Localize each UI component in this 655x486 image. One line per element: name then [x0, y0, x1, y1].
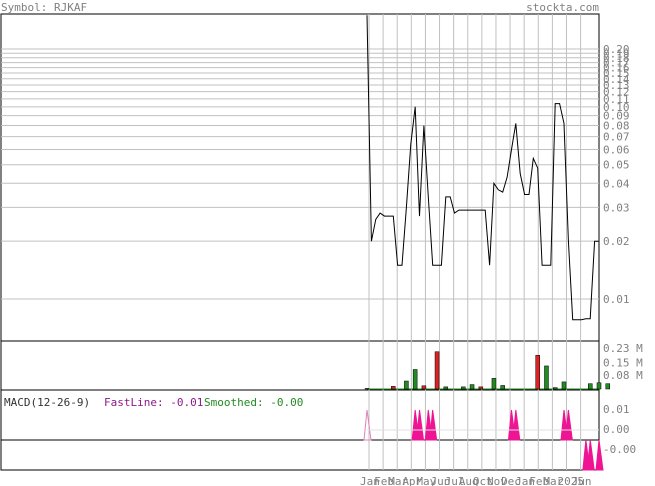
volume-bar: [552, 387, 558, 390]
site-label: stockta.com: [526, 1, 599, 14]
price-tick-label: 0.10: [603, 101, 630, 114]
x-tick-label: Dec: [501, 475, 521, 486]
price-tick-label: 0.12: [603, 86, 630, 99]
price-tick-label: 0.01: [603, 293, 630, 306]
volume-bar: [404, 380, 409, 390]
price-series: [366, 15, 599, 321]
price-tick-label: 0.16: [603, 62, 630, 75]
macd-hist-spike: [363, 409, 372, 441]
price-tick-label: 0.03: [603, 201, 630, 214]
volume-axis: 0.23 M0.15 M0.08 M: [603, 342, 643, 382]
price-line: [366, 15, 599, 321]
macd-hist-spike: [429, 409, 438, 441]
volume-tick-label: 0.23 M: [603, 342, 643, 355]
volume-bar: [443, 386, 449, 390]
volume-bars: [364, 351, 611, 390]
price-tick-label: 0.11: [603, 93, 630, 106]
price-tick-label: 0.20: [603, 43, 630, 56]
macd-hist-spike: [512, 409, 521, 441]
x-tick-label: Jun: [431, 475, 451, 486]
x-tick-label: Mar: [543, 475, 563, 486]
x-axis: JanFebMarAprMayJunJulAugOctNovDecJanFebM…: [360, 475, 591, 486]
volume-bar: [587, 383, 593, 390]
x-tick-label: Feb: [529, 475, 549, 486]
price-tick-label: 0.07: [603, 131, 630, 144]
macd-hist-spike: [564, 409, 573, 441]
x-tick-label: Feb: [374, 475, 394, 486]
macd-hist-spike: [595, 439, 604, 471]
price-tick-label: 0.08: [603, 119, 630, 132]
vertical-grid: [368, 14, 582, 470]
macd-lower-frame: [0, 439, 600, 471]
x-tick-label: 2025: [557, 475, 584, 486]
macd-hist-spike: [415, 409, 425, 441]
volume-bar: [434, 351, 440, 390]
volume-bar: [412, 369, 418, 390]
macd-tick-0: 0.01: [603, 403, 630, 416]
price-tick-label: 0.05: [603, 159, 630, 172]
macd-tick-1: 0.00: [603, 423, 630, 436]
macd-smoothed-label: Smoothed: -0.00: [204, 396, 303, 409]
price-tick-label: 0.19: [603, 47, 630, 60]
volume-bar: [596, 382, 602, 390]
volume-bar: [364, 388, 370, 390]
volume-tick-label: 0.08 M: [603, 369, 643, 382]
x-tick-label: Jun: [572, 475, 592, 486]
volume-bar: [461, 386, 466, 390]
symbol-label: Symbol: RJKAF: [1, 1, 87, 14]
price-grid: [1, 48, 599, 300]
x-tick-label: Jan: [515, 475, 535, 486]
macd-tick-2: -0.00: [603, 443, 636, 456]
volume-bar: [491, 378, 497, 390]
price-tick-label: 0.02: [603, 235, 630, 248]
macd-title: MACD(12-26-9): [4, 396, 90, 409]
price-tick-label: 0.15: [603, 67, 630, 80]
x-tick-label: Aug: [459, 475, 479, 486]
price-tick-label: 0.18: [603, 52, 630, 65]
price-tick-label: 0.04: [603, 177, 630, 190]
price-tick-label: 0.09: [603, 110, 630, 123]
volume-bar: [561, 381, 567, 390]
price-tick-label: 0.06: [603, 143, 630, 156]
price-axis: 0.200.190.180.170.160.150.140.130.120.11…: [603, 43, 630, 306]
volume-panel-frame: [0, 340, 600, 391]
price-tick-label: 0.13: [603, 79, 630, 92]
volume-bar: [535, 355, 540, 390]
macd-histogram: [363, 409, 604, 471]
volume-tick-label: 0.15 M: [603, 356, 643, 369]
price-tick-label: 0.17: [603, 57, 630, 70]
x-tick-label: Nov: [487, 475, 507, 486]
x-tick-label: May: [416, 475, 436, 486]
x-tick-label: Jul: [445, 475, 465, 486]
volume-bar: [469, 384, 475, 390]
x-tick-label: Oct: [473, 475, 493, 486]
x-tick-label: Apr: [402, 475, 422, 486]
volume-bar: [500, 385, 505, 390]
price-tick-label: 0.14: [603, 73, 630, 86]
macd-fast-label: FastLine: -0.01: [104, 396, 203, 409]
volume-bar: [421, 385, 427, 390]
x-tick-label: Mar: [388, 475, 408, 486]
volume-bar: [391, 386, 396, 390]
x-tick-label: Jan: [360, 475, 380, 486]
macd-hist-spike: [586, 439, 595, 471]
volume-bar: [544, 365, 549, 390]
volume-bar: [478, 386, 484, 390]
volume-bar: [605, 383, 611, 390]
